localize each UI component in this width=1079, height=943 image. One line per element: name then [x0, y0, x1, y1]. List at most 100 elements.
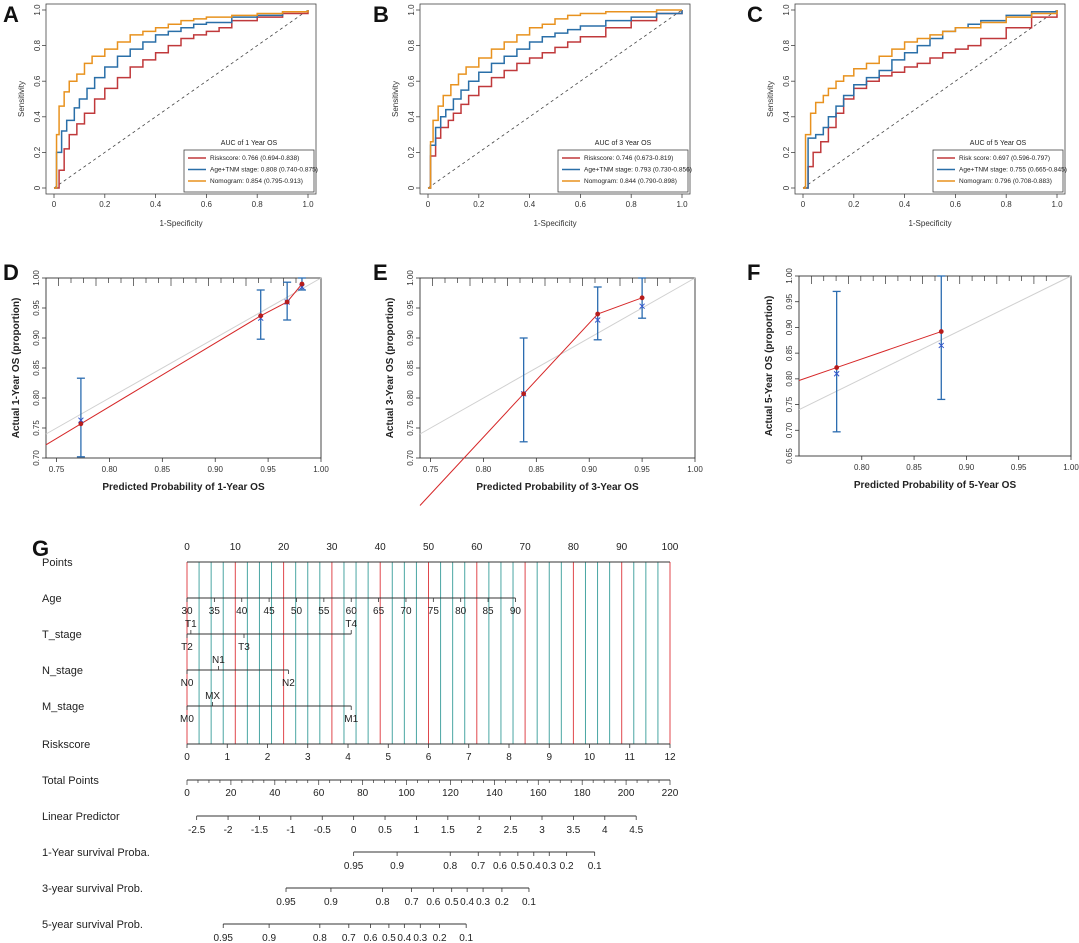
category-label-top: T1	[185, 619, 197, 630]
x-tick-label: 0.4	[150, 200, 162, 209]
lp-tick-label: -1.5	[251, 825, 269, 836]
survival-tick-label: 0.9	[324, 897, 338, 908]
survival-tick-label: 0.2	[495, 897, 509, 908]
legend-entry-nomo: Nomogram: 0.854 (0.795-0.913)	[210, 178, 303, 185]
x-tick-label: 0.8	[626, 200, 638, 209]
y-tick-label: 1.00	[406, 270, 415, 286]
row-label: Points	[42, 557, 73, 569]
scale-tick-label: 50	[291, 606, 303, 617]
x-tick-label: 0.85	[529, 465, 545, 474]
y-tick-label: 0.65	[785, 448, 794, 464]
survival-tick-label: 0.9	[390, 861, 404, 872]
x-tick-label: 1.0	[302, 200, 314, 209]
x-tick-label: 0.8	[1001, 200, 1013, 209]
observed-point	[78, 421, 84, 427]
scale-tick-label: 0	[184, 752, 190, 763]
survival-tick-label: 0.1	[459, 933, 473, 943]
total-points-tick-label: 40	[269, 788, 281, 799]
y-tick-label: 0.75	[406, 420, 415, 436]
scale-tick-label: 4	[345, 752, 351, 763]
bias-corrected-mark	[938, 342, 945, 349]
ideal-line	[419, 277, 696, 435]
nomogram: Points Age T_stage N_stage M_stage Riskscore T…	[42, 542, 679, 943]
scale-tick-label: 2	[265, 752, 271, 763]
legend-entry-risk: Riskscore: 0.766 (0.694-0.838)	[210, 155, 299, 162]
scale-tick-label: 5	[385, 752, 391, 763]
y-tick-label: 1.0	[407, 4, 416, 16]
total-points-tick-label: 160	[530, 788, 547, 799]
y-tick-label: 0.6	[782, 75, 791, 87]
y-axis-label: Sensitivity	[17, 81, 26, 117]
category-label-bottom: N0	[181, 678, 194, 689]
lp-tick-label: 0	[351, 825, 357, 836]
scale-tick-label: 12	[664, 752, 676, 763]
legend-entry-risk: Riskscore: 0.746 (0.673-0.819)	[584, 155, 673, 162]
x-axis-label: 1-Specificity	[533, 219, 576, 228]
y-tick-label: 0.90	[785, 319, 794, 335]
y-tick-label: 0.80	[785, 371, 794, 387]
x-tick-label: 0	[52, 200, 57, 209]
x-tick-label: 0	[426, 200, 431, 209]
category-label-top: T4	[345, 619, 357, 630]
roc-chart-3-year: 0 0 0.2 0.2 0.4 0.4 0.6 0.6 0.8 0.8 1.0 1.0 Sensitiv…	[391, 3, 692, 228]
total-points-tick-label: 0	[184, 788, 190, 799]
panel-label-d: D	[3, 260, 19, 285]
points-tick-label: 10	[230, 542, 242, 553]
observed-point	[595, 311, 601, 317]
y-tick-label: 0.75	[785, 396, 794, 412]
lp-tick-label: 1	[414, 825, 420, 836]
bias-corrected-mark	[833, 370, 840, 377]
x-tick-label: 0.85	[906, 463, 922, 472]
y-tick-label: 1.0	[33, 4, 42, 16]
lp-tick-label: 3	[539, 825, 545, 836]
legend-title: AUC of 3 Year OS	[595, 140, 652, 147]
y-tick-label: 0.6	[33, 75, 42, 87]
points-tick-label: 30	[326, 542, 338, 553]
lp-tick-label: 3.5	[566, 825, 580, 836]
total-points-tick-label: 200	[618, 788, 635, 799]
x-tick-label: 0.75	[423, 465, 439, 474]
calibration-chart-1-year: 0.75 0.80 0.85 0.90 0.95 1.00 0.70 0.75 0.80 0.85…	[11, 270, 329, 493]
x-tick-label: 0.95	[260, 465, 276, 474]
roc-curve-risk	[54, 10, 309, 189]
x-tick-label: 0.95	[1011, 463, 1027, 472]
x-tick-label: 0.75	[49, 465, 65, 474]
scale-tick-label: 60	[346, 606, 358, 617]
category-label-top: N1	[212, 655, 225, 666]
survival-tick-label: 0.2	[560, 861, 574, 872]
y-tick-label: 0.85	[406, 360, 415, 376]
x-axis-label: 1-Specificity	[908, 219, 951, 228]
total-points-tick-label: 20	[225, 788, 237, 799]
y-tick-label: 0.4	[782, 111, 791, 123]
lp-tick-label: -0.5	[314, 825, 332, 836]
scale-tick-label: 35	[209, 606, 221, 617]
y-tick-label: 0.4	[33, 111, 42, 123]
row-label: Age	[42, 593, 62, 605]
survival-tick-label: 0.6	[426, 897, 440, 908]
x-tick-label: 0.2	[99, 200, 111, 209]
y-tick-label: 0.2	[33, 146, 42, 158]
total-points-tick-label: 60	[313, 788, 325, 799]
legend-box	[557, 149, 689, 193]
x-tick-label: 0.4	[899, 200, 911, 209]
y-tick-label: 1.0	[782, 4, 791, 16]
x-tick-label: 0.6	[575, 200, 587, 209]
total-points-tick-label: 140	[486, 788, 503, 799]
survival-tick-label: 0.3	[413, 933, 427, 943]
y-axis-label: Actual 1-Year OS (proportion)	[11, 298, 22, 439]
x-tick-label: 1.00	[687, 465, 703, 474]
row-label: N_stage	[42, 665, 83, 677]
survival-tick-label: 0.9	[262, 933, 276, 943]
calibration-chart-3-year: 0.75 0.80 0.85 0.90 0.95 1.00 0.70 0.75 0.80 0.85…	[385, 270, 703, 506]
bias-corrected-mark	[78, 417, 84, 424]
y-tick-label: 0.75	[32, 420, 41, 436]
lp-tick-label: -1	[286, 825, 295, 836]
roc-chart-5-year: 0 0 0.2 0.2 0.4 0.4 0.6 0.6 0.8 0.8 1.0 1.0 Sensitiv…	[766, 3, 1067, 228]
y-tick-label: 0.85	[32, 360, 41, 376]
scale-tick-label: 65	[373, 606, 385, 617]
legend-box	[183, 149, 315, 193]
scale-tick-label: 6	[426, 752, 432, 763]
scale-tick-label: 10	[584, 752, 596, 763]
points-tick-label: 50	[423, 542, 435, 553]
scale-tick-label: 3	[305, 752, 311, 763]
